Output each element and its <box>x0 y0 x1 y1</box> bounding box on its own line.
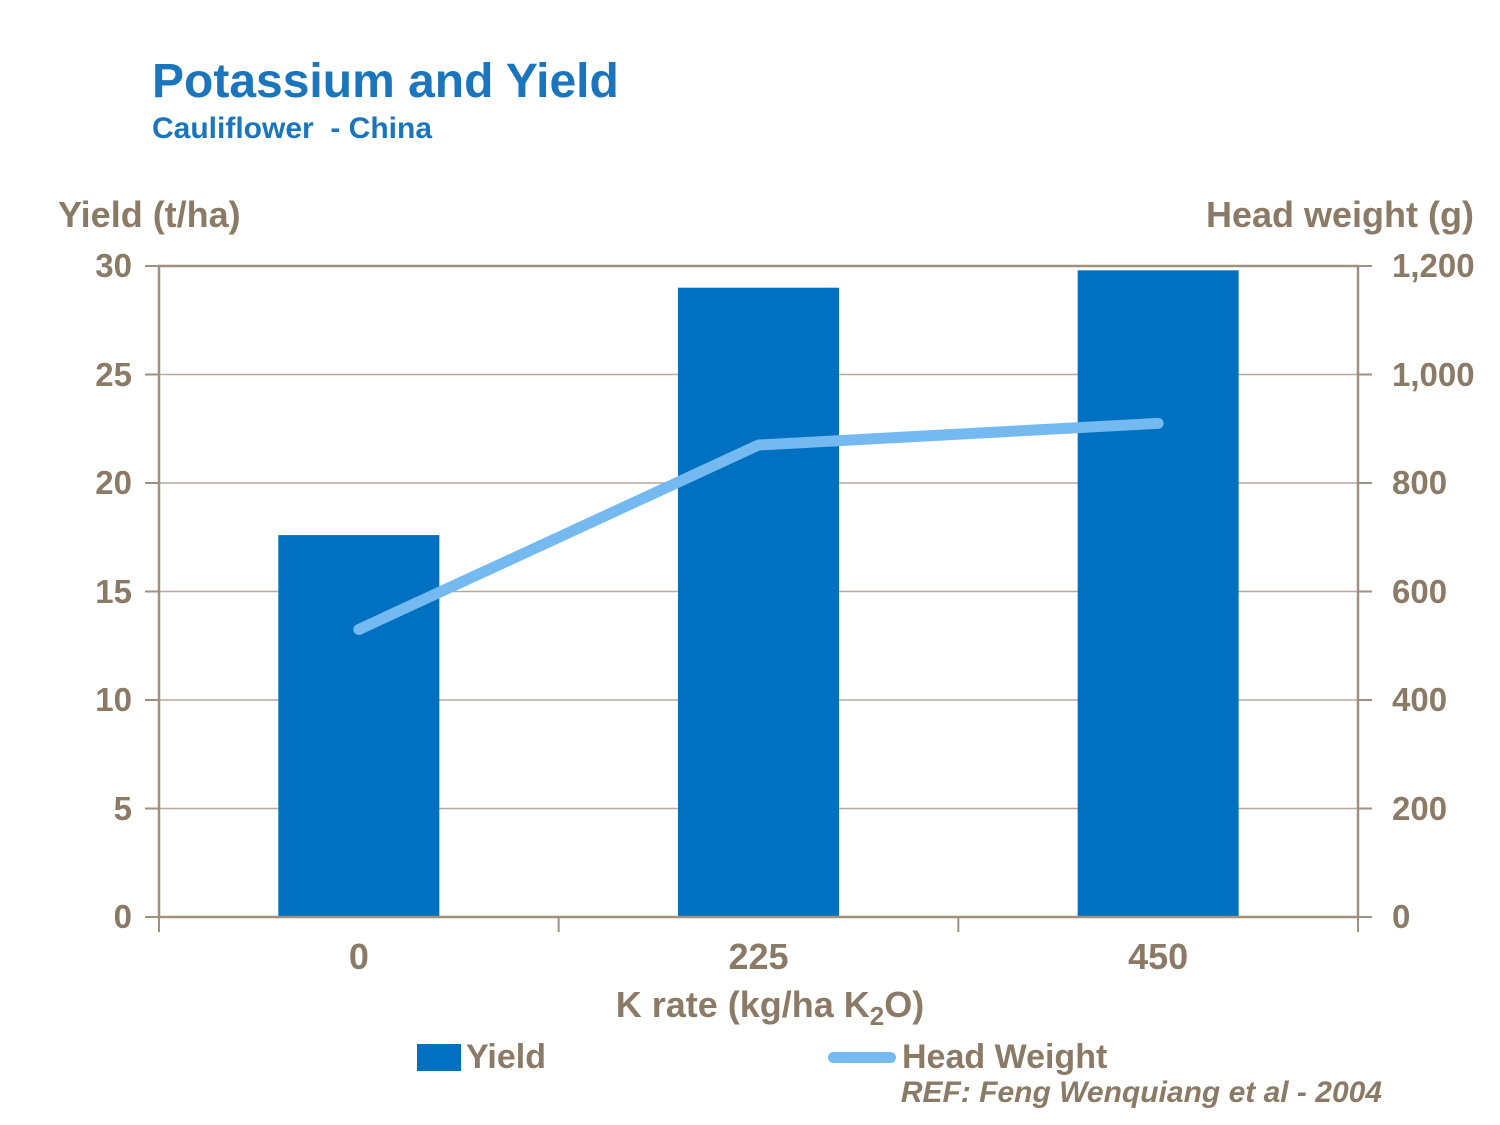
x-axis-title-pre: K rate (kg/ha K <box>615 984 870 1025</box>
right-axis-tick-label: 800 <box>1392 464 1448 501</box>
left-axis-tick-label: 20 <box>95 464 132 501</box>
right-axis-tick-label: 1,200 <box>1392 247 1475 284</box>
yield-bar-450 <box>1077 270 1239 918</box>
right-axis-tick-label: 1,000 <box>1392 355 1475 393</box>
x-axis-category-label: 0 <box>348 936 369 977</box>
left-axis-tick-label: 0 <box>113 898 132 935</box>
right-axis-tick-label: 600 <box>1392 572 1448 610</box>
x-axis-category-label: 225 <box>728 936 789 977</box>
x-axis-title-post: O) <box>884 984 925 1025</box>
legend-yield-swatch <box>417 1044 461 1071</box>
yield-bar-225 <box>678 287 839 917</box>
legend-yield-label: Yield <box>466 1038 546 1076</box>
left-axis-title: Yield (t/ha) <box>58 194 241 235</box>
reference-text: REF: Feng Wenquiang et al - 2004 <box>900 1076 1382 1109</box>
right-axis-tick-label: 200 <box>1392 789 1448 827</box>
left-axis-tick-label: 10 <box>95 681 132 718</box>
left-axis-tick-label: 5 <box>113 789 132 827</box>
left-axis-tick-label: 15 <box>95 572 132 610</box>
x-axis-title: K rate (kg/ha K2O) <box>420 984 1120 1029</box>
left-axis-tick-label: 25 <box>95 355 132 393</box>
right-axis-tick-label: 400 <box>1392 681 1448 718</box>
chart-subtitle: Cauliflower - China <box>152 112 433 145</box>
legend-headweight-swatch <box>828 1052 896 1063</box>
right-axis-tick-label: 0 <box>1392 898 1411 935</box>
chart-title: Potassium and Yield <box>152 55 619 108</box>
left-axis-tick-label: 30 <box>95 247 132 284</box>
legend-headweight-label: Head Weight <box>902 1038 1108 1076</box>
right-axis-title: Head weight (g) <box>1206 194 1474 235</box>
x-axis-title-subscript: 2 <box>869 1001 885 1032</box>
x-axis-category-label: 450 <box>1128 936 1189 977</box>
head-weight-line <box>353 417 1164 635</box>
yield-bar-0 <box>278 535 440 917</box>
